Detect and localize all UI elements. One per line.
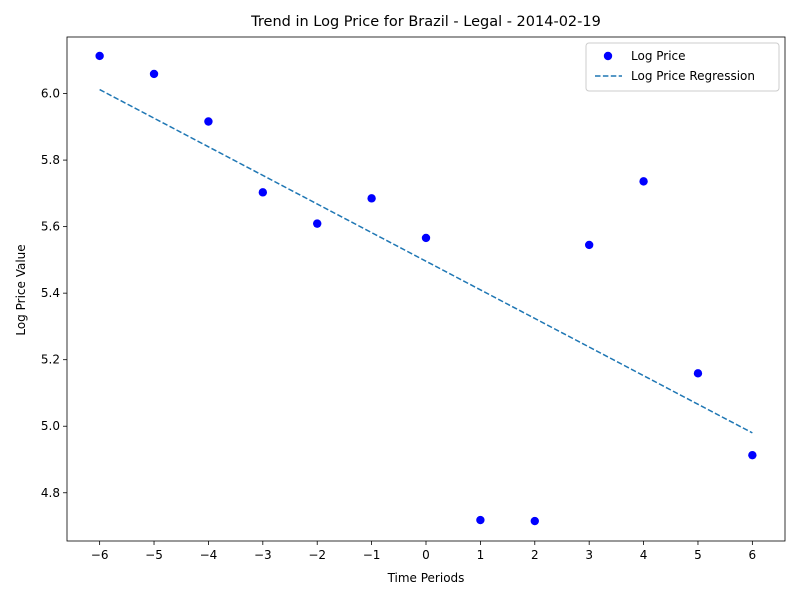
x-axis-title: Time Periods bbox=[387, 571, 465, 585]
data-point bbox=[149, 69, 159, 79]
legend-box bbox=[585, 42, 780, 92]
data-point bbox=[258, 188, 268, 197]
x-tick-label: 0 bbox=[422, 548, 430, 562]
y-tick-label: 5.0 bbox=[41, 419, 60, 433]
data-point bbox=[204, 117, 213, 126]
regression-line bbox=[99, 88, 753, 434]
x-tick-label: 2 bbox=[531, 548, 539, 562]
y-tick-label: 5.2 bbox=[41, 353, 60, 367]
x-tick-label: 3 bbox=[585, 548, 593, 562]
x-tick-label: −6 bbox=[91, 548, 109, 562]
data-point bbox=[476, 515, 485, 525]
x-tick-label: 6 bbox=[749, 548, 757, 562]
x-tick-label: −5 bbox=[145, 548, 163, 562]
legend-swatch-marker bbox=[603, 51, 613, 61]
data-point bbox=[95, 51, 104, 61]
x-tick-label: 1 bbox=[477, 548, 485, 562]
plot-area: −6 −5 −4 −3 −2 −1 0 1 2 3 4 5 6 4.8 5.0 5.2 5.4 5.6 5.8 6.0 bbox=[41, 36, 786, 562]
data-point bbox=[367, 194, 376, 203]
x-tick-label: −1 bbox=[363, 548, 381, 562]
chart-title: Trend in Log Price for Brazil - Legal - … bbox=[250, 14, 601, 30]
y-tick-label: 5.8 bbox=[41, 153, 60, 167]
data-point bbox=[639, 177, 648, 186]
legend-label: Log Price Regression bbox=[631, 69, 755, 83]
y-tick-label: 4.8 bbox=[41, 486, 60, 500]
x-tick-label: −4 bbox=[200, 548, 218, 562]
data-point bbox=[313, 219, 322, 228]
y-tick-label: 6.0 bbox=[41, 87, 60, 101]
y-axis-title: Log Price Value bbox=[14, 244, 28, 335]
y-tick-label: 5.4 bbox=[41, 286, 60, 300]
data-point bbox=[693, 369, 703, 378]
data-point bbox=[748, 450, 757, 460]
x-tick-label: −3 bbox=[254, 548, 272, 562]
legend: Log Price Log Price Regression bbox=[585, 42, 780, 92]
x-tick-label: 4 bbox=[640, 548, 648, 562]
data-point bbox=[584, 240, 594, 250]
data-point bbox=[421, 233, 431, 243]
x-tick-label: 5 bbox=[694, 548, 702, 562]
data-point bbox=[530, 516, 539, 526]
plot-frame bbox=[66, 36, 786, 542]
x-tick-label: −2 bbox=[308, 548, 326, 562]
y-tick-label: 5.6 bbox=[41, 220, 60, 234]
legend-label: Log Price bbox=[631, 49, 686, 63]
